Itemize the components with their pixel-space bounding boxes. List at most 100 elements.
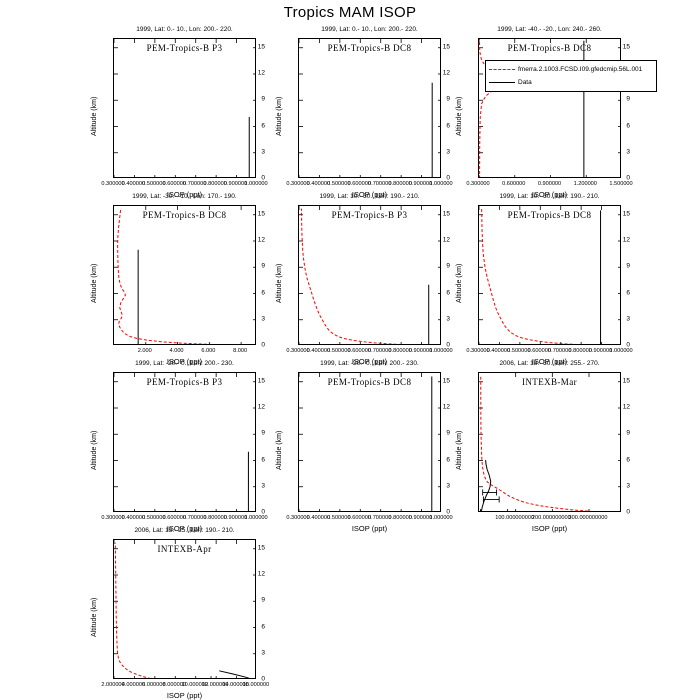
x-tick-label: 0.600000 [502,181,526,187]
x-tick-label: 2.000 [137,348,152,354]
x-tick-label: 1.000000 [609,348,633,354]
y-tick-label: 6 [261,623,265,630]
y-tick-label: 3 [446,482,450,490]
y-axis-label: Altitude (km) [91,430,98,470]
y-tick-label: 12 [257,236,265,244]
plot-area-4[interactable]: PEM-Tropics-B DC8 [113,205,256,345]
x-tick-label: 1.000000 [429,515,453,521]
plot-panel-1: 1999, Lat: 0.- 10., Lon: 200.- 220. PEM-T… [85,26,268,199]
y-tick-label: 3 [626,315,630,323]
x-tick-label: 4.000000 [121,682,146,688]
plot-area-5[interactable]: PEM-Tropics-B P3 [298,205,441,345]
plot-curves-8 [299,373,440,511]
x-tick-label: 14.000000 [222,682,249,688]
x-axis-label: ISOP (ppt) [531,357,568,366]
plot-area-9[interactable]: INTEXB-Mar [478,372,621,512]
x-tick-labels: 0.300000 0.400000 0.500000 0.600000 0.700000… [270,348,453,356]
y-tick-label: 3 [261,315,265,323]
x-tick-label: 0.900000 [537,181,562,187]
panel-header-2: 1999, Lat: 0.- 10., Lon: 200.- 220. [321,26,418,33]
plot-area-1[interactable]: PEM-Tropics-B P3 [113,38,256,178]
y-tick-label: 12 [442,403,450,411]
x-tick-label: 1.000000 [429,348,453,354]
y-tick-label: 15 [257,43,265,51]
panel-header-10: 2006, Lat: 15.- 25., Lon: 190.- 210. [134,527,235,534]
x-tick-label: 0.500000 [142,181,166,187]
plot-area-2[interactable]: PEM-Tropics-B DC8 [298,38,441,178]
y-tick-label: 0 [261,341,265,349]
x-tick-label: 200.000000000 [531,515,571,521]
y-tick-label: 9 [261,262,265,270]
plot-area-10[interactable]: INTEXB-Apr [113,539,256,679]
plot-area-3[interactable]: PEM-Tropics-B DC8 [478,38,621,178]
x-tick-label: 0.700000 [368,181,392,187]
y-tick-label: 6 [261,456,265,463]
x-tick-label: 1.000000 [429,181,453,187]
y-tick-label: 15 [442,210,450,218]
x-tick-labels: 0.300000 0.400000 0.500000 0.600000 0.700000… [270,181,453,189]
y-tick-label: 3 [446,148,450,156]
x-axis-label: ISOP (ppt) [166,190,203,199]
legend-item-model: fmerra.2.1003.FCSD.I09.gfedcmip.56L.001 [489,63,653,76]
panel-header-6: 1999, Lat: 10.- 30., Lon: 190.- 210. [499,193,600,200]
y-axis-label: Altitude (km) [91,263,98,303]
y-tick-label: 9 [446,262,450,270]
x-tick-label: 6.000000 [142,682,166,688]
legend: fmerra.2.1003.FCSD.I09.gfedcmip.56L.001 D… [485,60,657,92]
x-tick-label: 0.300000 [466,348,490,354]
x-tick-label: 0.700000 [548,348,572,354]
y-tick-label: 9 [446,95,450,103]
y-tick-label: 6 [261,289,265,296]
plot-panel-10: 2006, Lat: 15.- 25., Lon: 190.- 210. INTE… [85,527,269,700]
y-tick-label: 12 [442,236,450,244]
plot-area-7[interactable]: PEM-Tropics-B P3 [113,372,256,512]
plot-panel-2: 1999, Lat: 0.- 10., Lon: 200.- 220. PEM-T… [270,26,453,199]
y-tick-label: 15 [257,210,265,218]
y-tick-label: 6 [626,456,630,463]
x-tick-label: 0.300000 [286,181,310,187]
panel-header-1: 1999, Lat: 0.- 10., Lon: 200.- 220. [136,26,233,33]
x-tick-label: 0.600000 [347,348,371,354]
y-tick-label: 12 [257,69,265,77]
x-tick-label: 0.500000 [327,181,351,187]
x-tick-label: 0.500000 [507,348,531,354]
plot-panel-7: 1999, Lat: -20.- 0., Lon: 200.- 230. PEM-… [85,360,268,533]
panel-header-7: 1999, Lat: -20.- 0., Lon: 200.- 230. [135,360,234,367]
x-tick-label: 0.400000 [121,515,146,521]
y-tick-label: 15 [257,544,265,552]
panel-header-8: 1999, Lat: -20.- 0., Lon: 200.- 230. [320,360,419,367]
x-axis-label: ISOP (ppt) [166,691,203,700]
plot-panel-3: 1999, Lat: -40.- -20., Lon: 240.- 260. PE… [450,26,633,199]
x-tick-label: 0.800000 [388,181,412,187]
x-tick-label: 0.800000 [568,348,592,354]
x-tick-label: 1.000000 [244,515,268,521]
y-tick-label: 3 [446,315,450,323]
x-tick-label: 4.000 [169,348,184,354]
y-tick-label: 9 [261,596,265,604]
y-tick-label: 0 [446,174,450,182]
y-tick-label: 12 [257,403,265,411]
plot-curves-6 [479,206,620,344]
y-tick-label: 6 [261,122,265,129]
plot-area-6[interactable]: PEM-Tropics-B DC8 [478,205,621,345]
y-tick-label: 9 [626,429,630,437]
x-tick-label: 0.900000 [408,181,433,187]
x-tick-label: 0.600000 [162,515,186,521]
plot-curves-2 [299,39,440,177]
x-tick-labels: 0.300000 0.400000 0.500000 0.600000 0.700000… [450,348,633,356]
x-tick-label: 12.000000 [201,682,229,688]
x-tick-label: 0.400000 [486,348,511,354]
x-tick-label: 0.300000 [101,181,125,187]
x-tick-label: 8.000000 [162,682,186,688]
x-tick-label: 0.800000 [388,515,412,521]
plot-panel-4: 1999, Lat: -30.- -10., Lon: 170.- 190. PE… [85,193,265,366]
y-axis-label: Altitude (km) [456,430,463,470]
x-tick-label: 0.300000 [286,515,310,521]
panel-header-5: 1999, Lat: 10.- 30., Lon: 190.- 210. [319,193,420,200]
plot-curves-4 [114,206,255,344]
plot-area-8[interactable]: PEM-Tropics-B DC8 [298,372,441,512]
x-tick-labels: 0.300000 0.400000 0.500000 0.600000 0.700000… [85,181,267,189]
legend-label: fmerra.2.1003.FCSD.I09.gfedcmip.56L.001 [518,66,643,73]
plot-curves-7 [114,373,255,511]
